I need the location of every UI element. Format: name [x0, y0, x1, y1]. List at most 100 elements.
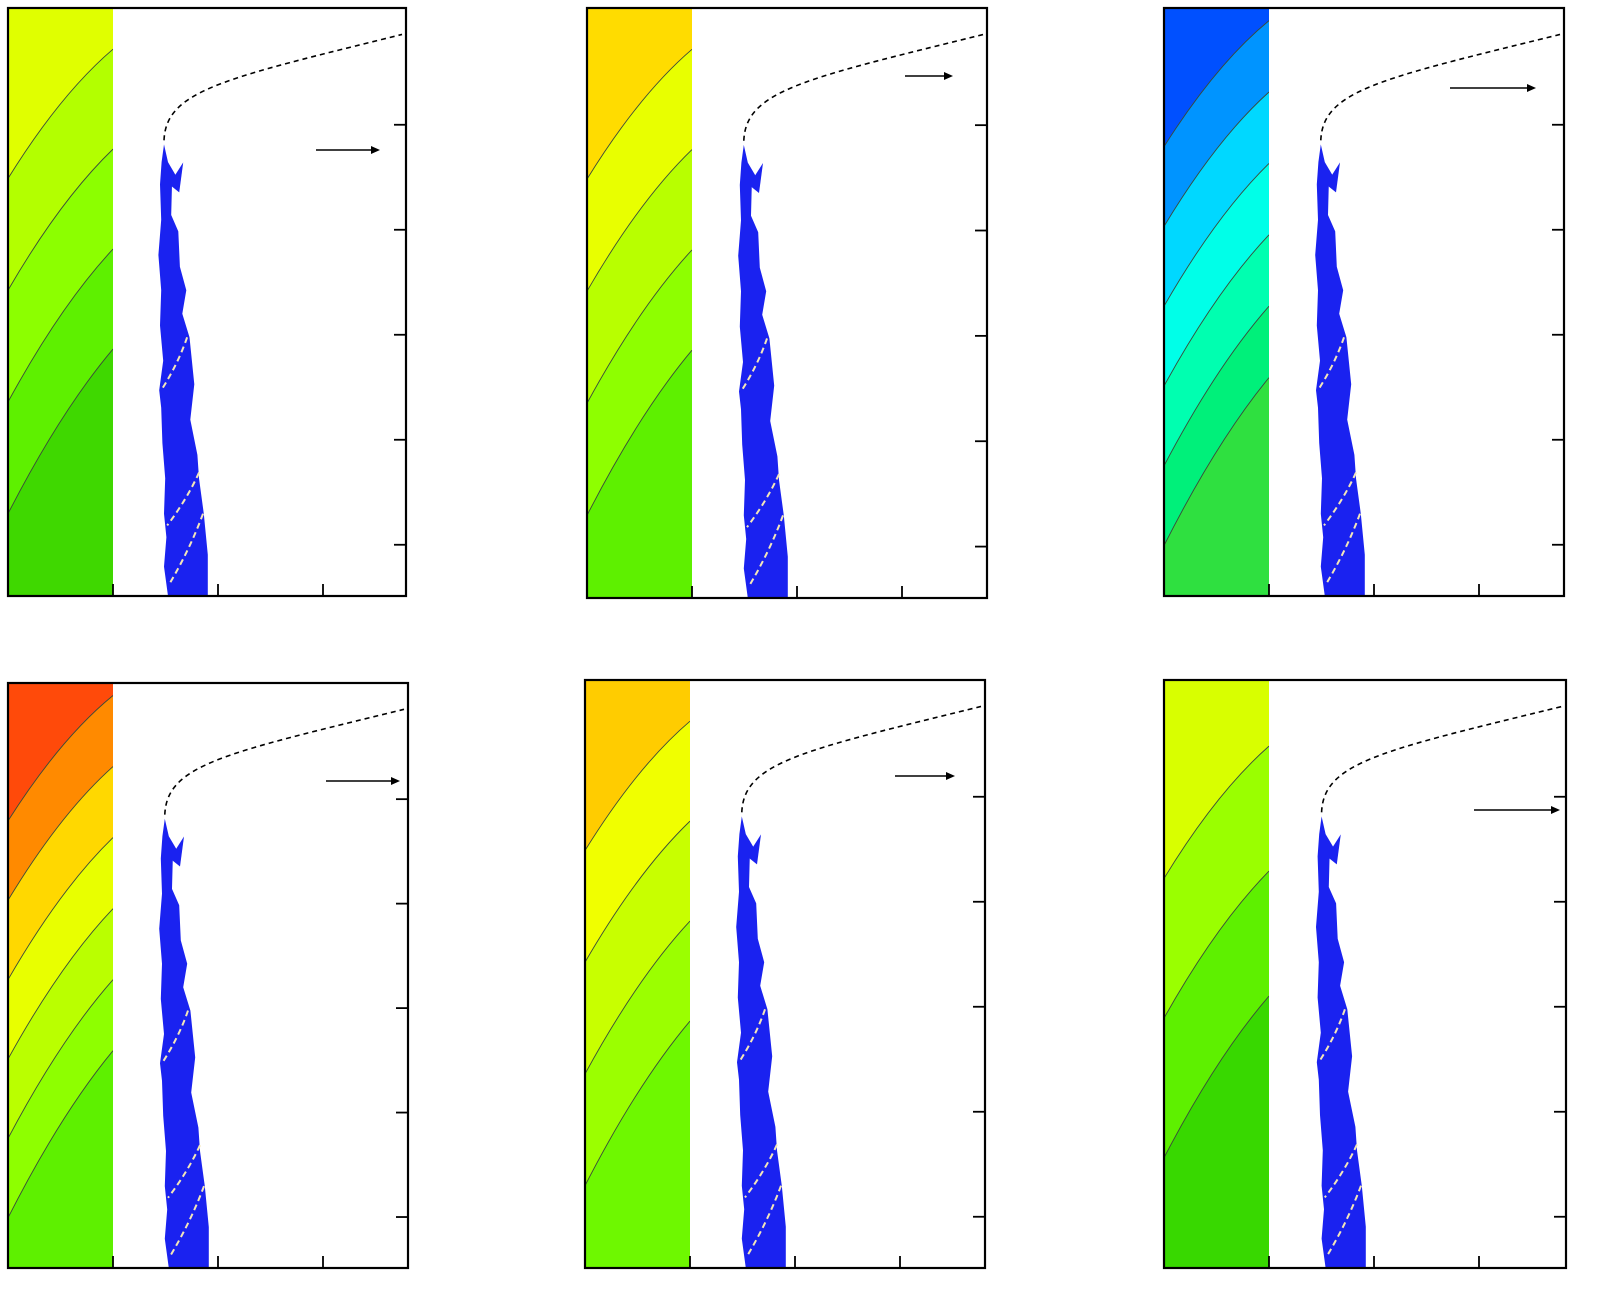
contour-line: [1163, 163, 1270, 307]
contour-line: [1163, 234, 1270, 387]
dashed-branch: [166, 472, 200, 527]
dashed-branch: [161, 1010, 189, 1064]
mask-top: [527, 0, 692, 8]
contour-line: [1163, 91, 1270, 227]
contour-line: [1163, 745, 1270, 879]
contour-band: [1164, 620, 1269, 879]
dashed-crack-path: [163, 33, 403, 141]
dashed-branch: [744, 1144, 778, 1199]
dashed-branch: [748, 515, 784, 587]
crack-shape: [158, 144, 208, 596]
contour-band: [1164, 306, 1269, 546]
contour-band: [587, 49, 692, 292]
contour-band: [8, 766, 113, 980]
mask-left: [1104, 0, 1164, 656]
contour-band: [8, 1050, 113, 1299]
dashed-crack-path: [743, 33, 984, 141]
contour-line: [7, 148, 114, 291]
panel-bottom-left: [0, 623, 468, 1299]
contour-line: [584, 1020, 691, 1186]
contour-band: [1164, 163, 1269, 386]
contour-line: [586, 149, 693, 292]
contour-band: [585, 1021, 690, 1299]
contour-line: [7, 48, 114, 179]
crack-branch: [1326, 834, 1341, 865]
contour-line: [586, 48, 693, 180]
panel-frame: [6, 681, 410, 1270]
panel-frame: [1162, 6, 1566, 598]
contour-line: [1163, 870, 1270, 1019]
panel-top-middle: [527, 0, 1047, 658]
contour-band: [587, 350, 692, 648]
mask-left: [0, 623, 8, 1299]
crack-branch: [749, 163, 763, 193]
mask-top: [1104, 0, 1269, 8]
crack-branch: [1326, 162, 1340, 193]
contour-line: [7, 1050, 114, 1219]
mask-bottom: [0, 1268, 113, 1299]
dashed-branch: [1324, 1144, 1358, 1199]
dashed-branch: [1317, 1008, 1346, 1063]
contour-band: [8, 908, 113, 1139]
contour-strip: [584, 620, 691, 1299]
crack-branch: [169, 162, 184, 193]
contour-band: [587, 0, 692, 180]
arrow-head-icon: [944, 72, 953, 80]
contour-strip: [586, 0, 693, 648]
dashed-branch: [1325, 513, 1361, 585]
contour-band: [8, 149, 113, 402]
crack-branch: [170, 836, 184, 867]
dashed-branch: [168, 513, 204, 585]
contour-band: [1164, 234, 1269, 466]
panel-svg: [1104, 0, 1600, 656]
panel-frame: [585, 6, 989, 600]
contour-band: [585, 821, 690, 1074]
contour-line: [7, 348, 114, 514]
dashed-branch: [746, 473, 780, 528]
contour-band: [1164, 377, 1269, 646]
panel-bottom-right: [1104, 620, 1600, 1299]
contour-band: [8, 695, 113, 901]
dashed-branch: [1317, 336, 1345, 391]
contour-line: [584, 720, 691, 851]
contour-line: [7, 248, 114, 403]
contour-line: [7, 908, 114, 1060]
mask-left: [1104, 620, 1164, 1299]
contour-line: [7, 766, 114, 901]
arrow-head-icon: [946, 772, 955, 780]
contour-band: [587, 249, 692, 516]
crack-shape: [159, 818, 209, 1268]
contour-band: [585, 721, 690, 963]
mask-top: [0, 623, 113, 683]
crack-shape: [1316, 816, 1366, 1268]
crack-branch: [747, 834, 761, 865]
arrow-head-icon: [391, 777, 400, 785]
panel-svg: [525, 620, 1045, 1299]
dashed-branch: [160, 336, 189, 391]
dashed-crack-path: [1320, 705, 1563, 813]
panel-bottom-middle: [525, 620, 1045, 1299]
dashed-branch: [738, 1008, 766, 1063]
dashed-branch: [1325, 1185, 1362, 1257]
arrow-head-icon: [1551, 806, 1560, 814]
contour-line: [584, 920, 691, 1075]
panel-frame: [1162, 678, 1568, 1270]
arrow-head-icon: [371, 146, 380, 154]
dashed-branch: [746, 1185, 782, 1257]
mask-left: [0, 0, 8, 656]
contour-band: [8, 0, 113, 179]
contour-line: [7, 979, 114, 1139]
crack-shape: [736, 816, 786, 1268]
contour-band: [587, 149, 692, 404]
contour-band: [1164, 92, 1269, 307]
mask-left: [525, 620, 585, 1299]
dashed-crack-path: [164, 708, 405, 815]
contour-band: [8, 49, 113, 291]
contour-line: [584, 820, 691, 963]
mask-left: [527, 0, 587, 658]
contour-band: [8, 349, 113, 646]
contour-strip: [1163, 0, 1270, 646]
contour-line: [1163, 305, 1270, 467]
panel-frame: [6, 6, 408, 598]
dashed-branch: [169, 1185, 205, 1257]
